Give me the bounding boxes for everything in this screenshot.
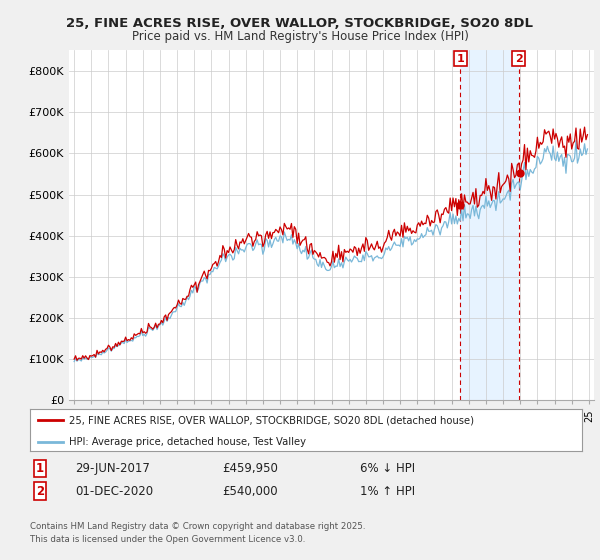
Bar bbox=[460, 50, 519, 400]
Text: 1: 1 bbox=[457, 54, 464, 64]
Text: 6% ↓ HPI: 6% ↓ HPI bbox=[360, 462, 415, 475]
Text: £459,950: £459,950 bbox=[222, 462, 278, 475]
Text: 2: 2 bbox=[36, 484, 44, 498]
Text: £540,000: £540,000 bbox=[222, 484, 278, 498]
Text: Price paid vs. HM Land Registry's House Price Index (HPI): Price paid vs. HM Land Registry's House … bbox=[131, 30, 469, 43]
Text: 25, FINE ACRES RISE, OVER WALLOP, STOCKBRIDGE, SO20 8DL (detached house): 25, FINE ACRES RISE, OVER WALLOP, STOCKB… bbox=[68, 415, 473, 425]
Text: 29-JUN-2017: 29-JUN-2017 bbox=[75, 462, 150, 475]
Text: HPI: Average price, detached house, Test Valley: HPI: Average price, detached house, Test… bbox=[68, 437, 305, 446]
Text: 25, FINE ACRES RISE, OVER WALLOP, STOCKBRIDGE, SO20 8DL: 25, FINE ACRES RISE, OVER WALLOP, STOCKB… bbox=[67, 17, 533, 30]
Text: 1% ↑ HPI: 1% ↑ HPI bbox=[360, 484, 415, 498]
Text: 2: 2 bbox=[515, 54, 523, 64]
Text: Contains HM Land Registry data © Crown copyright and database right 2025.
This d: Contains HM Land Registry data © Crown c… bbox=[30, 522, 365, 544]
Text: 1: 1 bbox=[36, 462, 44, 475]
Text: 01-DEC-2020: 01-DEC-2020 bbox=[75, 484, 153, 498]
